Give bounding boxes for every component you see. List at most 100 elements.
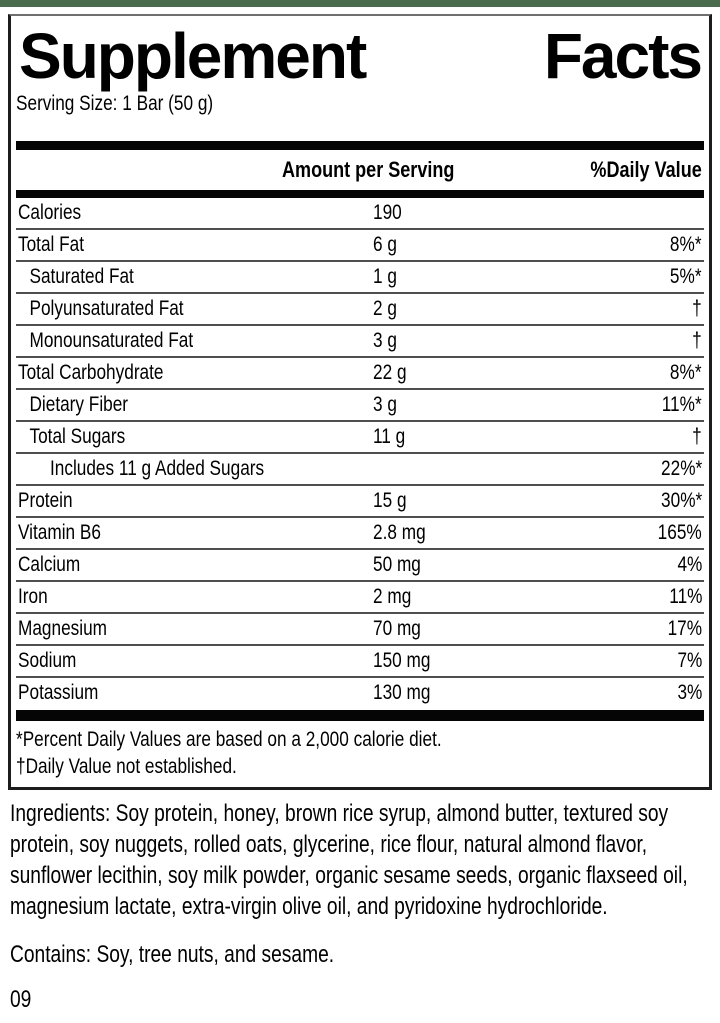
footnote-daily-values: *Percent Daily Values are based on a 2,0…	[16, 726, 704, 753]
nutrient-name-cell: Includes 11 g Added Sugars	[18, 454, 373, 484]
top-accent-bar	[0, 0, 720, 7]
nutrient-name: Protein	[18, 489, 73, 512]
nutrient-amount: 11 g	[373, 425, 406, 448]
nutrient-daily-value-cell: 17%	[660, 614, 702, 644]
nutrient-daily-value: 11%	[668, 585, 702, 608]
contains-paragraph: Contains: Soy, tree nuts, and sesame.	[10, 941, 335, 968]
nutrient-name-cell: Total Sugars	[18, 422, 373, 452]
table-row: Polyunsaturated Fat 2 g †	[16, 294, 704, 326]
nutrient-name-cell: Saturated Fat	[18, 262, 373, 292]
nutrient-amount-cell: 2 g	[373, 294, 690, 324]
amount-column-header: Amount per Serving	[282, 150, 492, 190]
nutrient-amount: 3 g	[373, 329, 397, 352]
nutrient-name: Total Sugars	[29, 425, 126, 448]
nutrient-daily-value: 7%	[677, 649, 702, 672]
nutrient-daily-value: 4%	[677, 553, 702, 576]
nutrient-name: Monounsaturated Fat	[29, 329, 194, 352]
nutrient-daily-value: 17%	[667, 617, 702, 640]
amount-header-text: Amount per Serving	[282, 157, 455, 182]
nutrient-name-cell: Calories	[18, 198, 373, 228]
footnotes-section: *Percent Daily Values are based on a 2,0…	[11, 721, 709, 787]
nutrient-daily-value-cell: 7%	[672, 646, 702, 676]
table-row: Calcium 50 mg 4%	[16, 550, 704, 582]
nutrient-amount-cell: 11 g	[373, 422, 690, 452]
table-row: Magnesium 70 mg 17%	[16, 614, 704, 646]
nutrient-name-cell: Total Carbohydrate	[18, 358, 373, 388]
nutrient-amount-cell: 6 g	[373, 230, 663, 260]
nutrient-amount: 2 g	[373, 297, 397, 320]
nutrient-daily-value-cell: 165%	[648, 518, 702, 548]
nutrient-name-cell: Magnesium	[18, 614, 373, 644]
table-row: Protein 15 g 30%*	[16, 486, 704, 518]
footnote-dagger: †Daily Value not established.	[16, 753, 704, 780]
nutrient-name: Polyunsaturated Fat	[29, 297, 184, 320]
nutrient-amount-cell: 130 mg	[373, 678, 672, 710]
nutrient-daily-value-cell: 3%	[672, 678, 702, 710]
nutrient-name: Includes 11 g Added Sugars	[49, 457, 265, 480]
nutrient-name-cell: Sodium	[18, 646, 373, 676]
nutrient-name-cell: Iron	[18, 582, 373, 612]
table-row: Calories 190	[16, 198, 704, 230]
footnote-daily-values-text: *Percent Daily Values are based on a 2,0…	[16, 728, 442, 751]
nutrient-amount: 2 mg	[373, 585, 412, 608]
nutrient-amount: 190	[373, 201, 402, 224]
nutrient-name-cell: Vitamin B6	[18, 518, 373, 548]
nutrient-table: Calories 190 Total Fat 6 g 8%* Saturated…	[16, 198, 704, 710]
table-row: Vitamin B6 2.8 mg 165%	[16, 518, 704, 550]
nutrient-daily-value: †	[692, 329, 702, 352]
nutrient-amount: 150 mg	[373, 649, 431, 672]
nutrient-daily-value: 11%*	[662, 393, 702, 416]
nutrient-amount-cell	[373, 454, 652, 484]
nutrient-daily-value-cell: 8%*	[663, 358, 702, 388]
nutrient-amount: 130 mg	[373, 681, 431, 704]
table-row: Total Fat 6 g 8%*	[16, 230, 704, 262]
nutrient-name: Total Carbohydrate	[18, 361, 164, 384]
nutrient-daily-value-cell: 11%*	[653, 390, 702, 420]
table-row: Sodium 150 mg 7%	[16, 646, 704, 678]
nutrient-amount-cell: 22 g	[373, 358, 663, 388]
nutrient-daily-value-cell: 4%	[672, 550, 702, 580]
nutrient-amount-cell: 15 g	[373, 486, 652, 516]
footnote-dagger-text: †Daily Value not established.	[16, 755, 237, 778]
nutrient-daily-value-cell: 5%*	[663, 262, 702, 292]
nutrient-daily-value-cell: 11%	[662, 582, 702, 612]
nutrient-daily-value: †	[692, 425, 702, 448]
panel-title: Supplement Facts	[19, 20, 703, 92]
nutrient-name: Dietary Fiber	[29, 393, 129, 416]
nutrient-name: Calcium	[18, 553, 81, 576]
thick-divider-header	[16, 190, 704, 198]
nutrient-daily-value: 8%*	[670, 233, 702, 256]
nutrient-daily-value: 30%*	[660, 489, 702, 512]
nutrient-name: Saturated Fat	[29, 265, 134, 288]
table-row: Total Sugars 11 g †	[16, 422, 704, 454]
nutrient-name-cell: Polyunsaturated Fat	[18, 294, 373, 324]
nutrient-name: Iron	[18, 585, 48, 608]
nutrient-amount-cell: 70 mg	[373, 614, 660, 644]
table-row: Monounsaturated Fat 3 g †	[16, 326, 704, 358]
nutrient-amount-cell: 2 mg	[373, 582, 662, 612]
nutrient-name-cell: Monounsaturated Fat	[18, 326, 373, 356]
nutrient-daily-value: 22%*	[660, 457, 702, 480]
nutrient-amount: 3 g	[373, 393, 397, 416]
nutrient-amount: 70 mg	[373, 617, 421, 640]
serving-size-line: Serving Size: 1 Bar (50 g)	[11, 91, 709, 117]
nutrient-daily-value: 5%*	[670, 265, 702, 288]
nutrient-daily-value-cell: †	[690, 294, 702, 324]
nutrient-daily-value-cell: 8%*	[663, 230, 702, 260]
table-row: Iron 2 mg 11%	[16, 582, 704, 614]
thick-divider-bottom	[16, 710, 704, 721]
table-row: Total Carbohydrate 22 g 8%*	[16, 358, 704, 390]
nutrient-daily-value-cell: †	[690, 422, 702, 452]
nutrient-amount-cell: 3 g	[373, 390, 653, 420]
nutrient-name: Vitamin B6	[18, 521, 101, 544]
table-row: Includes 11 g Added Sugars 22%*	[16, 454, 704, 486]
nutrient-amount: 50 mg	[373, 553, 421, 576]
nutrient-amount: 6 g	[373, 233, 397, 256]
thick-divider-top	[16, 141, 704, 150]
nutrient-amount: 15 g	[373, 489, 407, 512]
column-header-row: Amount per Serving %Daily Value	[11, 150, 709, 190]
nutrient-amount-cell: 150 mg	[373, 646, 672, 676]
daily-value-column-header: %Daily Value	[566, 150, 702, 190]
nutrient-name-cell: Total Fat	[18, 230, 373, 260]
